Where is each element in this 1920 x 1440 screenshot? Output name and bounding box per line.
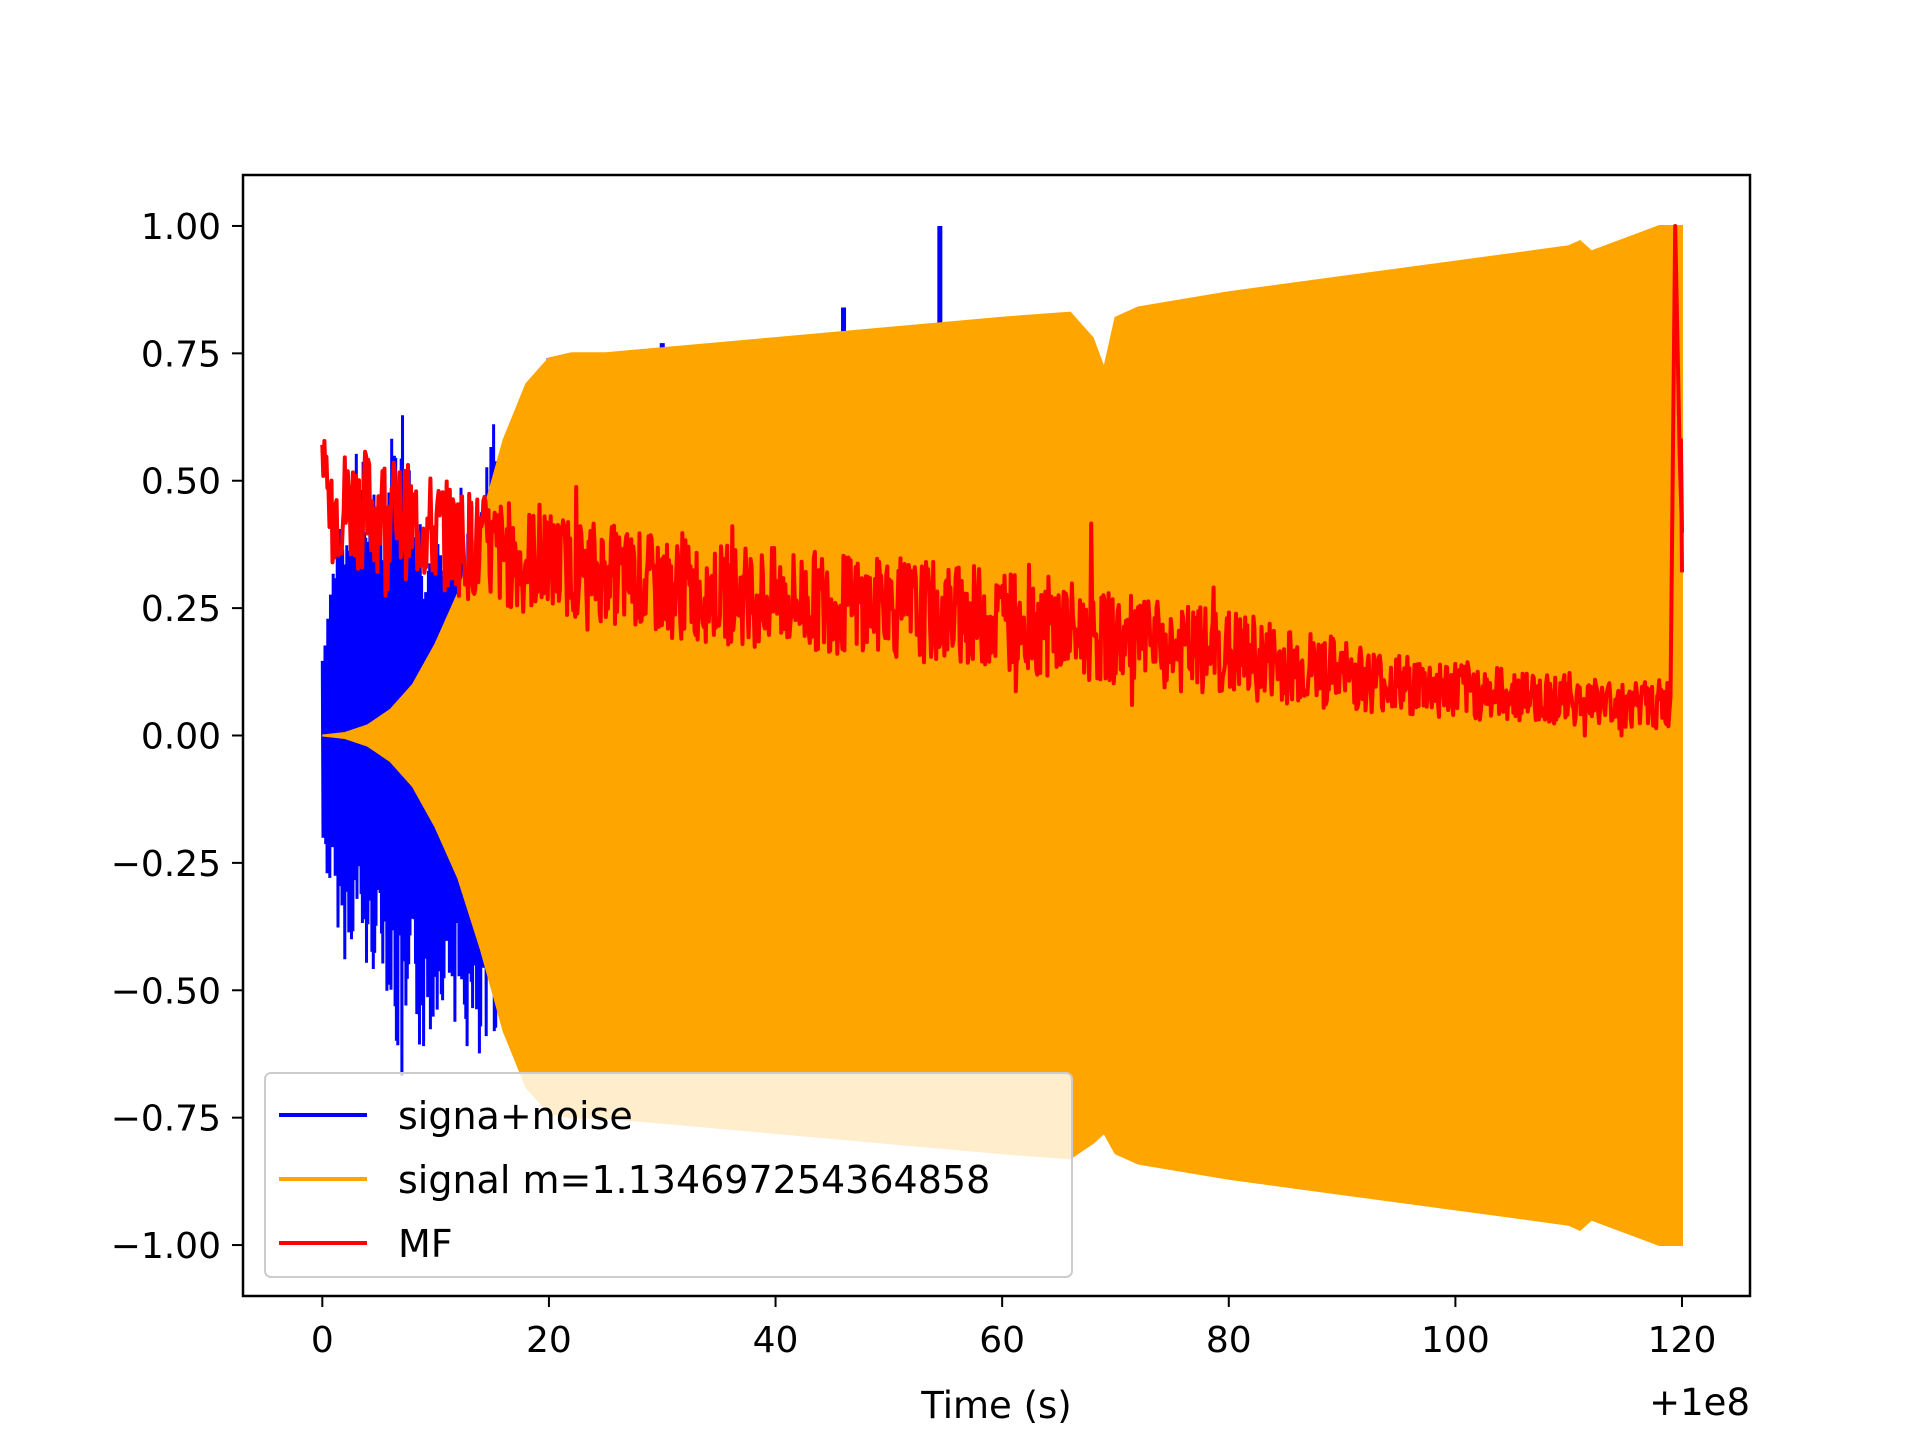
x-tick-label: 80 <box>1206 1320 1252 1361</box>
x-axis-label: Time (s) <box>920 1384 1071 1427</box>
x-tick-label: 120 <box>1648 1320 1717 1361</box>
y-tick-label: −1.00 <box>111 1226 221 1267</box>
legend-label: signal m=1.134697254364858 <box>398 1158 990 1202</box>
legend-box <box>264 1072 1073 1278</box>
legend-label: signa+noise <box>398 1094 633 1138</box>
x-tick-label: 20 <box>526 1320 572 1361</box>
x-axis: 0 20 40 60 80 100 120 <box>311 1296 1717 1361</box>
y-tick-label: −0.25 <box>111 844 221 885</box>
x-tick-label: 100 <box>1421 1320 1490 1361</box>
series-mf-line <box>320 224 1684 738</box>
x-tick-label: 60 <box>979 1320 1025 1361</box>
x-offset-label: +1e8 <box>1649 1381 1750 1424</box>
y-tick-label: 1.00 <box>141 207 221 248</box>
y-tick-label: 0.75 <box>141 334 221 375</box>
legend-label: MF <box>398 1222 453 1266</box>
y-axis: 1.00 0.75 0.50 0.25 0.00 −0.25 −0.50 −0.75 −1.00 <box>111 207 243 1267</box>
y-tick-label: −0.75 <box>111 1099 221 1140</box>
y-tick-label: −0.50 <box>111 971 221 1012</box>
plot-area <box>320 224 1684 1246</box>
x-tick-label: 0 <box>311 1320 334 1361</box>
x-tick-label: 40 <box>753 1320 799 1361</box>
y-tick-label: 0.25 <box>141 589 221 630</box>
y-tick-label: 0.00 <box>141 717 221 758</box>
y-tick-label: 0.50 <box>141 462 221 503</box>
legend: signa+noise signal m=1.134697254364858 MF <box>264 1072 1073 1278</box>
